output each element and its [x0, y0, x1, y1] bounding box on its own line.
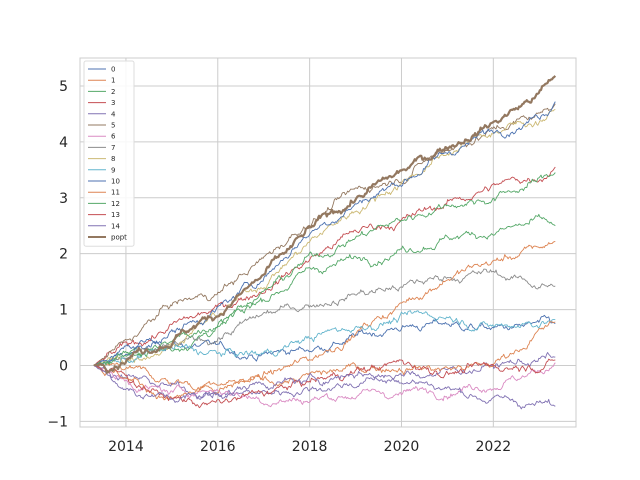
legend-label: 5 [111, 122, 115, 130]
legend-label: 11 [111, 189, 120, 197]
legend-label: 0 [111, 66, 115, 74]
y-tick-label: 0 [59, 359, 68, 375]
legend-label: 10 [111, 178, 120, 186]
series-line-2 [93, 213, 556, 366]
x-tick-label: 2016 [200, 439, 236, 455]
plot-frame [79, 57, 577, 428]
series-line-11 [93, 321, 556, 401]
legend-label: 9 [111, 166, 115, 174]
grid [80, 58, 576, 427]
series-line-10 [93, 101, 556, 366]
legend-label: 8 [111, 155, 115, 163]
y-tick-label: 4 [59, 135, 68, 151]
series-line-12 [93, 172, 556, 366]
series-line-3 [93, 166, 556, 366]
x-tick-label: 2022 [476, 439, 512, 455]
legend-label: 14 [111, 222, 120, 230]
series-line-14 [93, 365, 556, 410]
series-line-1 [93, 240, 556, 394]
legend-label: 13 [111, 211, 120, 219]
series-line-popt [93, 75, 557, 374]
series-line-4 [93, 352, 556, 400]
legend-label: 1 [111, 77, 115, 85]
y-tick-label: 2 [59, 247, 68, 263]
legend-label: 4 [111, 110, 116, 118]
x-axis: 2014 2016 2018 2020 2022 [108, 439, 511, 455]
y-axis: −1 0 1 2 3 4 5 [47, 79, 68, 430]
series-line-0 [93, 314, 556, 366]
x-tick-label: 2014 [108, 439, 144, 455]
legend-label: 6 [111, 133, 116, 141]
legend-box [83, 60, 135, 247]
x-tick-label: 2020 [384, 439, 420, 455]
legend-label: 2 [111, 88, 115, 96]
legend-label: 7 [111, 144, 115, 152]
y-tick-label: 5 [59, 79, 68, 95]
series-line-5 [93, 103, 556, 366]
series-line-6 [93, 362, 556, 408]
legend-label: 12 [111, 200, 120, 208]
legend-label: popt [111, 234, 127, 242]
series-lines [93, 75, 557, 410]
series-line-13 [93, 358, 556, 409]
legend-label: 3 [111, 99, 115, 107]
x-tick-label: 2018 [292, 439, 328, 455]
y-tick-label: 3 [59, 191, 68, 207]
y-tick-label: −1 [47, 414, 68, 430]
y-tick-label: 1 [59, 303, 68, 319]
